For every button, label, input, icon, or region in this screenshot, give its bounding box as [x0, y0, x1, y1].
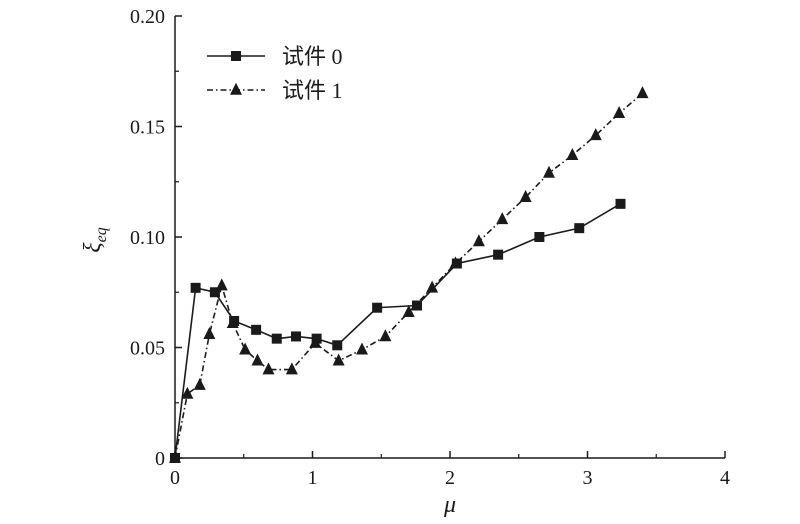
triangle-marker	[309, 335, 322, 348]
triangle-marker	[472, 234, 485, 247]
y-tick-label: 0.15	[130, 117, 165, 139]
square-marker	[231, 51, 241, 61]
triangle-marker	[262, 362, 275, 375]
square-marker	[412, 300, 422, 311]
triangle-marker	[203, 327, 216, 340]
x-tick-label: 4	[720, 467, 730, 489]
legend-label: 试件 0	[282, 44, 343, 69]
triangle-marker	[379, 329, 392, 342]
legend: 试件 0 试件 1	[207, 44, 343, 103]
y-axis-label-main: ξ	[80, 242, 106, 253]
triangle-marker	[636, 86, 649, 99]
triangle-marker	[566, 148, 579, 161]
square-marker	[372, 302, 383, 313]
y-axis-label: ξeq	[80, 227, 110, 252]
y-axis-label-sub: eq	[93, 227, 110, 242]
y-tick-label: 0.20	[130, 6, 165, 28]
square-marker	[291, 331, 301, 342]
legend-item-1: 试件 1	[207, 78, 343, 103]
square-marker	[534, 232, 545, 242]
square-marker	[209, 287, 220, 298]
square-marker	[615, 198, 626, 209]
triangle-marker	[215, 278, 228, 291]
x-tick-label: 0	[170, 467, 180, 489]
x-tick-label: 3	[583, 467, 593, 489]
square-marker	[332, 340, 343, 351]
triangle-marker	[332, 353, 345, 366]
series-0	[170, 198, 626, 463]
triangle-marker	[589, 128, 602, 141]
y-tick-label: 0	[155, 448, 165, 470]
triangle-marker	[356, 342, 368, 355]
plot-frame	[174, 16, 725, 459]
triangle-marker	[285, 362, 298, 375]
triangle-marker	[230, 82, 242, 95]
triangle-marker	[402, 304, 415, 317]
square-marker	[493, 249, 504, 260]
legend-item-0: 试件 0	[207, 44, 343, 69]
x-axis-ticks: 0 1 2 3 4	[170, 451, 730, 489]
triangle-marker	[496, 212, 509, 225]
square-marker	[574, 223, 585, 234]
triangle-marker	[239, 342, 252, 355]
triangle-marker	[613, 106, 626, 119]
triangle-marker	[543, 165, 555, 178]
series-layer	[169, 86, 649, 463]
triangle-marker	[519, 190, 532, 203]
legend-label: 试件 1	[282, 78, 343, 103]
x-axis-label: μ	[443, 492, 456, 518]
x-tick-label: 2	[445, 467, 455, 489]
triangle-marker	[426, 280, 439, 293]
series-line	[174, 203, 621, 459]
series-1	[169, 86, 649, 463]
square-marker	[251, 324, 262, 335]
triangle-marker	[226, 315, 239, 328]
triangle-marker	[251, 353, 264, 366]
square-marker	[271, 333, 282, 344]
y-tick-label: 0.10	[130, 227, 165, 249]
square-marker	[190, 282, 201, 293]
triangle-marker	[169, 450, 181, 463]
y-tick-label: 0.05	[130, 338, 165, 360]
triangle-marker	[449, 256, 462, 269]
triangle-marker	[193, 377, 206, 390]
x-tick-label: 1	[308, 467, 318, 489]
y-axis-ticks: 0 0.05 0.10 0.15 0.20	[130, 6, 182, 470]
triangle-marker	[181, 386, 194, 399]
